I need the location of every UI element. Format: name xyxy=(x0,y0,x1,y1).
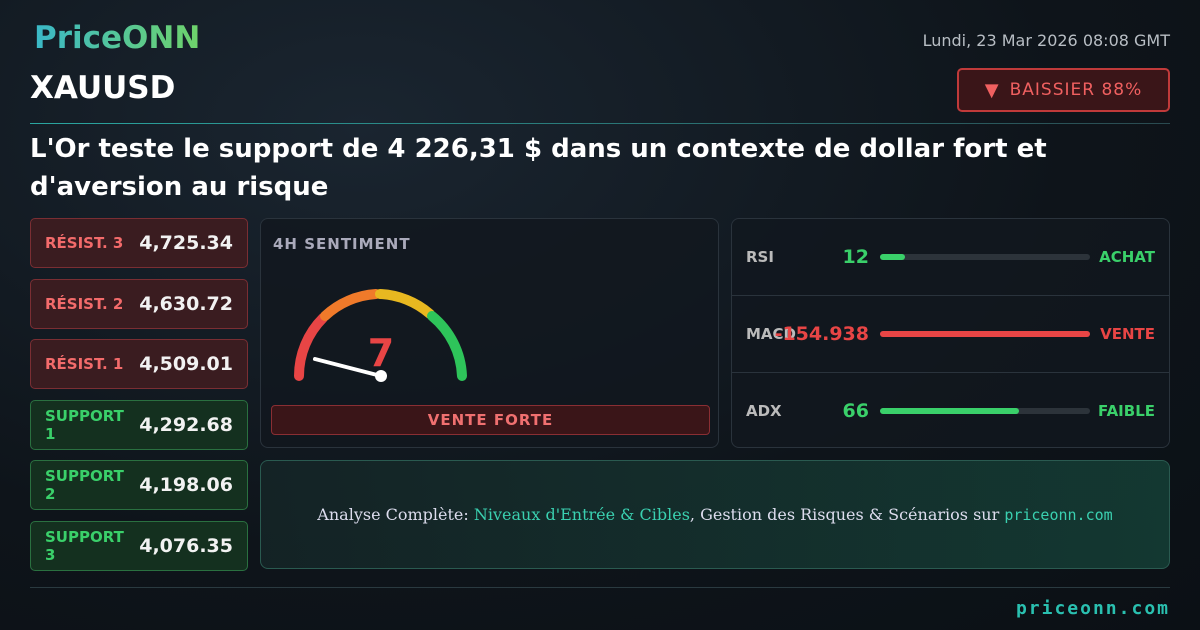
symbol: XAUUSD xyxy=(30,70,176,106)
needle xyxy=(313,357,383,378)
indicator-track xyxy=(880,331,1090,337)
cta-middle: , Gestion des Risques & Scénarios sur xyxy=(689,505,1005,524)
level-label: RÉSIST. 1 xyxy=(45,355,124,373)
level: SUPPORT 3 4,076.35 xyxy=(30,520,248,571)
gauge-red xyxy=(293,313,328,381)
needle-hub xyxy=(375,370,387,382)
indicator-name: ADX xyxy=(746,402,782,420)
indicator-row: ADX 66 FAIBLE xyxy=(732,373,1169,449)
cta-panel: Analyse Complète: Niveaux d'Entrée & Cib… xyxy=(260,460,1170,569)
indicator-row: MACD -154.938 VENTE xyxy=(732,296,1169,373)
signal-text: BAISSIER 88% xyxy=(1009,80,1143,100)
indicator-signal: ACHAT xyxy=(1099,248,1155,266)
signal-badge: ▼ BAISSIER 88% xyxy=(957,68,1170,112)
indicator-fill xyxy=(880,254,906,260)
level-value: 4,198.06 xyxy=(139,474,233,496)
level: SUPPORT 2 4,198.06 xyxy=(30,460,248,510)
level: SUPPORT 1 4,292.68 xyxy=(30,399,248,450)
down-arrow: ▼ xyxy=(984,79,1000,101)
indicator-name: MACD xyxy=(746,325,796,343)
indicator-fill xyxy=(880,408,1019,414)
level-label: RÉSIST. 2 xyxy=(45,294,124,313)
brand: PriceONN xyxy=(34,20,201,56)
level: RÉSIST. 1 4,509.01 xyxy=(30,339,248,389)
indicator-value: -154.938 xyxy=(774,323,869,345)
level-value: 4,725.34 xyxy=(139,232,233,254)
cta-prefix: Analyse Complète: xyxy=(317,505,474,524)
footer-divider xyxy=(30,587,1170,588)
level-value: 4,076.35 xyxy=(139,534,233,557)
date: Lundi, 23 Mar 2026 08:08 GMT xyxy=(922,31,1170,50)
indicator-track xyxy=(880,408,1090,414)
divider xyxy=(30,123,1170,124)
sentiment-title: 4H SENTIMENT xyxy=(273,235,411,253)
gauge-green xyxy=(427,311,467,381)
gauge-yellow xyxy=(375,289,435,319)
indicator-track xyxy=(880,254,1090,260)
cta-link[interactable]: priceonn.com xyxy=(1004,505,1113,524)
indicator-value: 12 xyxy=(842,246,869,268)
level-label: SUPPORT 2 xyxy=(45,467,124,503)
indicator-signal: VENTE xyxy=(1100,325,1155,343)
indicator-signal: FAIBLE xyxy=(1098,402,1155,420)
gauge-orange xyxy=(320,289,381,321)
level-value: 4,509.01 xyxy=(139,353,233,375)
indicator-fill xyxy=(880,331,1090,337)
indicator-value: 66 xyxy=(842,400,869,422)
gauge xyxy=(293,289,467,382)
sentiment-verdict: VENTE FORTE xyxy=(271,405,710,435)
indicator-row: RSI 12 ACHAT xyxy=(732,219,1169,296)
cta-highlight: Niveaux d'Entrée & Cibles xyxy=(473,505,690,524)
level-value: 4,630.72 xyxy=(139,292,233,315)
footer-url[interactable]: priceonn.com xyxy=(1015,598,1170,619)
indicators-panel: RSI 12 ACHAT MACD -154.938 VENTE ADX 66 FAIBLE xyxy=(731,218,1170,448)
level: RÉSIST. 2 4,630.72 xyxy=(30,278,248,329)
headline: L'Or teste le support de 4 226,31 $ dans… xyxy=(30,134,1047,202)
sentiment-panel: 4H SENTIMENT 7 VENTE FORTE xyxy=(260,218,719,448)
indicator-name: RSI xyxy=(746,248,774,266)
level-value: 4,292.68 xyxy=(139,413,233,436)
level-label: SUPPORT 3 xyxy=(45,527,124,564)
level-label: RÉSIST. 3 xyxy=(45,234,124,252)
level: RÉSIST. 3 4,725.34 xyxy=(30,218,248,268)
sentiment-value: 7 xyxy=(367,331,395,375)
level-label: SUPPORT 1 xyxy=(45,406,124,443)
